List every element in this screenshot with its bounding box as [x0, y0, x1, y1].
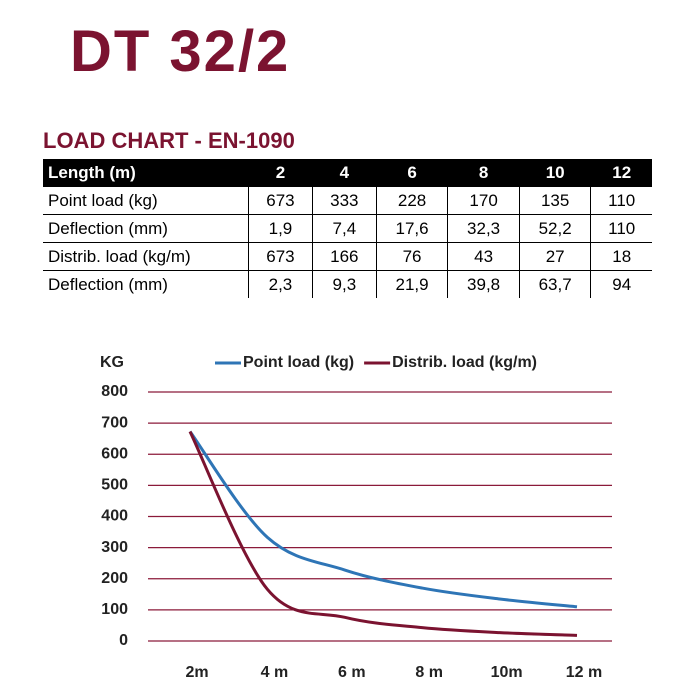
table-row: Length (m) 2 4 6 8 10 12	[43, 159, 652, 187]
table-cell: 10	[518, 159, 591, 187]
table-cell: 32,3	[447, 214, 520, 243]
table-cell: 673	[248, 186, 313, 215]
x-tick-label: 10m	[491, 664, 523, 681]
table-cell: 52,2	[518, 214, 591, 243]
y-axis-label: KG	[100, 354, 124, 371]
x-tick-label: 6 m	[338, 664, 366, 681]
table-cell: 135	[518, 186, 591, 215]
table-cell: 6	[375, 159, 448, 187]
table-cell: Deflection (mm)	[48, 274, 168, 294]
y-tick-label: 0	[119, 632, 128, 649]
table-cell: 7,4	[311, 214, 377, 243]
table-title: LOAD CHART - EN-1090	[43, 128, 295, 153]
x-tick-label: 2m	[185, 664, 208, 681]
table-cell: 43	[447, 242, 520, 271]
y-tick-label: 700	[101, 414, 128, 431]
table-cell: 228	[375, 186, 448, 215]
y-tick-label: 200	[101, 570, 128, 587]
table-cell: 4	[311, 159, 377, 187]
table-cell: 8	[447, 159, 520, 187]
table-cell: 63,7	[518, 270, 591, 298]
x-tick-label: 4 m	[261, 664, 289, 681]
table-cell: 110	[590, 214, 652, 243]
table-row: Distrib. load (kg/m) 673 166 76 43 27 18	[43, 242, 652, 271]
y-tick-label: 400	[101, 508, 128, 525]
line	[188, 430, 578, 637]
x-tick-label: 8 m	[415, 664, 443, 681]
table-cell: 2,3	[248, 270, 313, 298]
legend-label: Point load (kg)	[243, 354, 354, 371]
table-row: Deflection (mm) 1,9 7,4 17,6 32,3 52,2 110	[43, 214, 652, 243]
table-cell: 39,8	[447, 270, 520, 298]
table-cell: Deflection (mm)	[43, 214, 249, 243]
y-tick-label: 800	[101, 383, 128, 400]
chart: KG 0 100 200 300 400 500 600 700 800 2m 4 m 6 m 8 m 1…	[100, 354, 612, 681]
table-cell: 673	[248, 242, 313, 271]
y-tick-label: 500	[101, 477, 128, 494]
load-table: Length (m) 2 4 6 8 10 12 Point load (kg) 673 333 2…	[43, 159, 652, 298]
table-cell: 110	[590, 186, 652, 215]
table-cell: 1,9	[248, 214, 313, 243]
table-cell: Distrib. load (kg/m)	[43, 242, 249, 271]
legend-label: Distrib. load (kg/m)	[392, 354, 537, 371]
table-cell: Length (m)	[43, 159, 249, 187]
x-tick-label: 12 m	[566, 664, 602, 681]
table-cell: 94	[590, 270, 652, 298]
table-row: Deflection (mm) 2,3 9,3 21,9 39,8 63,7 94	[43, 270, 652, 298]
table-cell: 17,6	[375, 214, 448, 243]
y-tick-label: 300	[101, 539, 128, 556]
table-cell: 27	[518, 242, 591, 271]
table-cell: 166	[311, 242, 377, 271]
table-cell: 2	[248, 159, 313, 187]
table-cell: 18	[590, 242, 652, 271]
table-cell: 9,3	[311, 270, 377, 298]
table-cell: 21,9	[375, 270, 448, 298]
table-cell: 333	[311, 186, 377, 215]
table-cell: Point load (kg)	[43, 186, 249, 215]
y-tick-label: 600	[101, 445, 128, 462]
product-title: DT 32/2	[70, 19, 291, 84]
table-cell: 170	[447, 186, 520, 215]
table-row: Point load (kg) 673 333 228 170 135 110	[43, 186, 652, 215]
y-tick-label: 100	[101, 601, 128, 618]
table-cell: 76	[375, 242, 448, 271]
table-cell: 12	[590, 159, 652, 187]
line	[188, 430, 578, 609]
